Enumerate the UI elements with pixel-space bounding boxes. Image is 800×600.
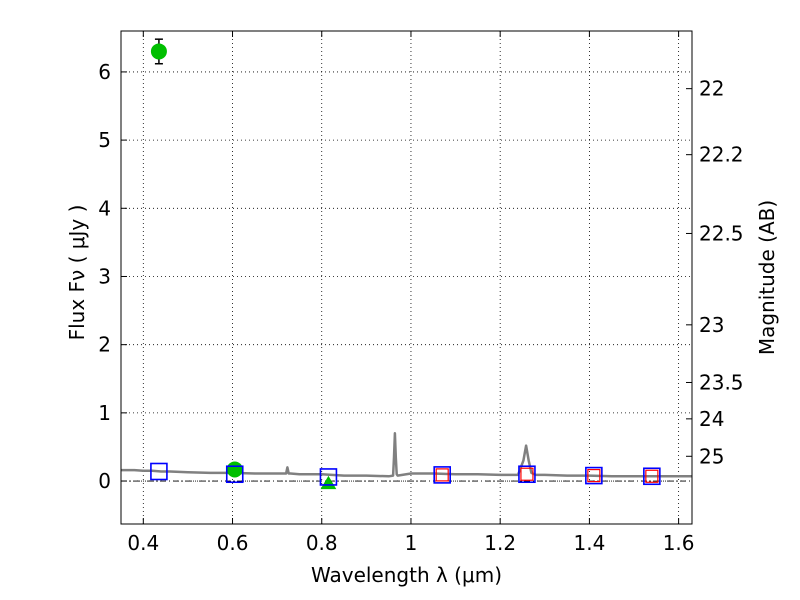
model-photometry-square-small	[645, 469, 659, 483]
x-tick-label: 0.4	[127, 531, 159, 555]
x-tick-label: 1	[405, 531, 418, 555]
x-tick-label: 0.8	[306, 531, 338, 555]
model-photometry-square	[150, 462, 168, 481]
right-axis: 22 22.2 22.5 23 23.5 24 25	[686, 77, 744, 468]
plot-area	[121, 38, 692, 490]
model-photometry-square	[643, 467, 661, 486]
x-axis: 0.4 0.6 0.8 1 1.2 1.4 1.6	[127, 31, 695, 555]
y-tick-label: 3	[98, 264, 111, 288]
right-tick-label: 22.2	[699, 143, 744, 167]
y-tick-label: 1	[98, 401, 111, 425]
y-tick-label: 2	[98, 333, 111, 357]
plot-frame	[120, 30, 693, 525]
photometry-point	[226, 461, 243, 478]
y-tick-label: 5	[98, 128, 111, 152]
right-tick-label: 23.5	[699, 370, 744, 394]
x-tick-label: 0.6	[217, 531, 249, 555]
model-photometry-square	[225, 465, 244, 484]
y-tick-label: 4	[98, 196, 111, 220]
model-spectrum-line	[121, 432, 692, 478]
x-tick-label: 1.6	[663, 531, 695, 555]
x-tick-label: 1.2	[484, 531, 516, 555]
photometry-point	[150, 43, 167, 60]
model-photometry-square	[433, 466, 451, 484]
model-photometry-square	[319, 468, 338, 486]
model-photometry-square-small	[520, 467, 534, 481]
model-photometry-square-small	[435, 468, 449, 482]
y-axis: 0 1 2 3 4 5 6	[98, 60, 127, 493]
photometry-point	[320, 475, 337, 490]
right-axis-label: Magnitude (AB)	[755, 200, 779, 355]
y-tick-label: 6	[98, 60, 111, 84]
grid	[121, 31, 692, 524]
model-photometry-square	[585, 466, 603, 485]
y-tick-label: 0	[98, 469, 111, 493]
x-tick-label: 1.4	[573, 531, 605, 555]
right-tick-label: 23	[699, 313, 724, 337]
y-axis-label: Flux Fν ( μJy )	[65, 205, 89, 341]
right-tick-label: 25	[699, 444, 724, 468]
model-photometry-square-small	[587, 468, 601, 483]
right-tick-label: 22	[699, 77, 724, 101]
right-tick-label: 22.5	[699, 221, 744, 245]
x-axis-label: Wavelength λ (μm)	[311, 563, 502, 587]
model-photometry-square	[518, 465, 536, 484]
right-tick-label: 24	[699, 407, 724, 431]
